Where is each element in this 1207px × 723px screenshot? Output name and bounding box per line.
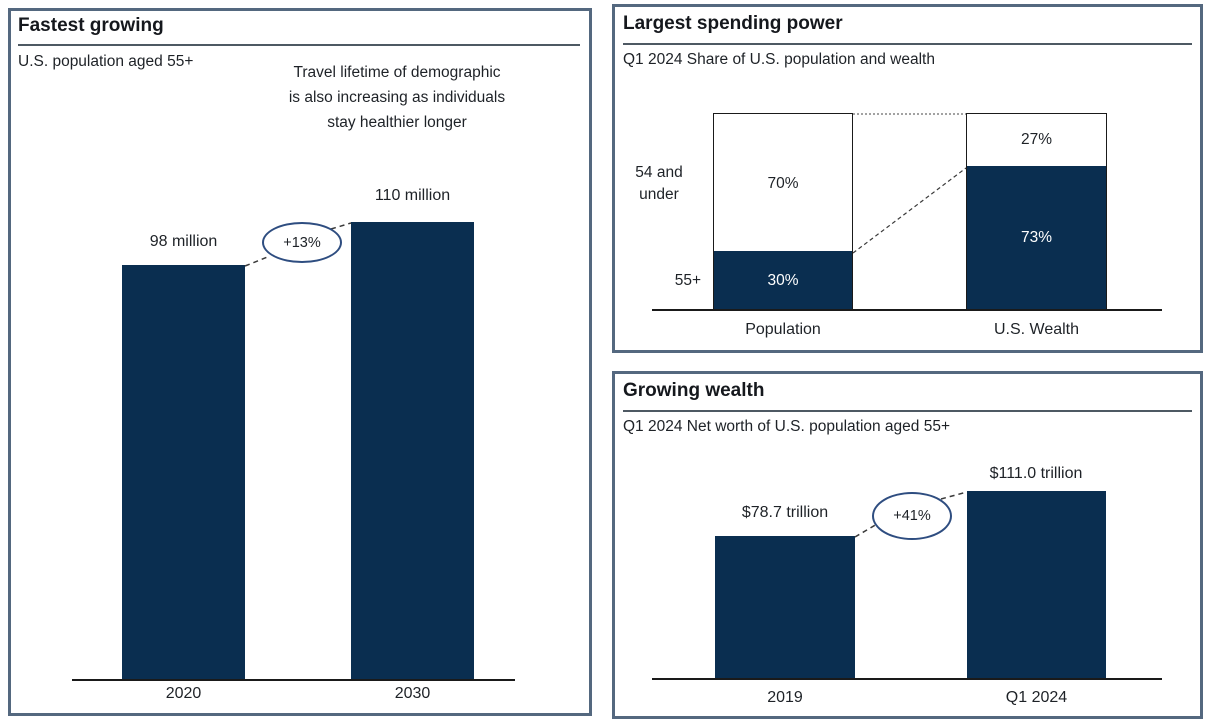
bar-value-label-2020: 98 million xyxy=(149,233,218,250)
panel-title: Largest spending power xyxy=(623,13,843,34)
annotation-note-line: stay healthier longer xyxy=(327,114,467,131)
x-axis xyxy=(72,679,515,681)
x-tick-label-2020: 2020 xyxy=(165,685,202,702)
panel-growing-wealth: Growing wealth Q1 2024 Net worth of U.S.… xyxy=(612,371,1203,719)
dashed-line-segment xyxy=(330,222,352,230)
segment-55plus-population xyxy=(714,251,852,309)
bar-value-label-2019: $78.7 trillion xyxy=(741,504,829,521)
panel-fastest-growing: Fastest growing U.S. population aged 55+… xyxy=(8,8,592,716)
pct-change-badge: +13% xyxy=(262,222,342,263)
panel-title: Growing wealth xyxy=(623,380,765,401)
segment-label-population-54under: 70% xyxy=(767,175,799,192)
x-tick-label-us-wealth: U.S. Wealth xyxy=(993,321,1080,338)
row-label-55-plus: 55+ xyxy=(674,272,701,289)
segment-label-wealth-54under: 27% xyxy=(1020,131,1053,148)
x-tick-label-2030: 2030 xyxy=(394,685,431,702)
dashed-line-segment xyxy=(854,523,878,538)
segment-label-wealth-55plus: 73% xyxy=(1020,229,1053,246)
dashed-line-segment xyxy=(940,491,968,500)
x-axis xyxy=(652,678,1162,680)
bar-value-label-q1-2024: $111.0 trillion xyxy=(989,465,1083,482)
row-label-54-and-under: 54 and under xyxy=(623,162,695,206)
bar-q1-2024 xyxy=(967,491,1106,679)
panel-subtitle: Q1 2024 Share of U.S. population and wea… xyxy=(623,51,935,68)
dashed-line-segment xyxy=(244,255,271,267)
annotation-note: Travel lifetime of demographic is also i… xyxy=(277,60,517,135)
bar-2019 xyxy=(715,536,855,679)
title-rule xyxy=(623,410,1192,412)
panel-title: Fastest growing xyxy=(18,15,164,36)
segment-55plus-wealth xyxy=(967,166,1106,309)
bar-2030 xyxy=(351,222,474,679)
panel-subtitle: Q1 2024 Net worth of U.S. population age… xyxy=(623,418,951,435)
dashed-diagonal-connector xyxy=(852,167,967,254)
x-axis xyxy=(652,309,1162,311)
row-label-line: 54 and xyxy=(635,164,683,181)
bar-value-label-2030: 110 million xyxy=(374,187,451,204)
x-tick-label-population: Population xyxy=(745,321,821,338)
x-tick-label-q1-2024: Q1 2024 xyxy=(1005,689,1068,706)
title-rule xyxy=(18,44,580,46)
title-rule xyxy=(623,43,1192,45)
stacked-bar-population xyxy=(713,113,853,310)
row-label-line: under xyxy=(639,186,679,203)
panel-largest-spending-power: Largest spending power Q1 2024 Share of … xyxy=(612,4,1203,353)
annotation-note-line: is also increasing as individuals xyxy=(288,89,506,106)
segment-label-population-55plus: 30% xyxy=(767,272,799,289)
annotation-note-line: Travel lifetime of demographic xyxy=(293,64,501,81)
pct-change-badge: +41% xyxy=(872,492,952,540)
bar-2020 xyxy=(122,265,245,679)
x-tick-label-2019: 2019 xyxy=(767,689,803,706)
panel-subtitle: U.S. population aged 55+ xyxy=(18,53,194,70)
